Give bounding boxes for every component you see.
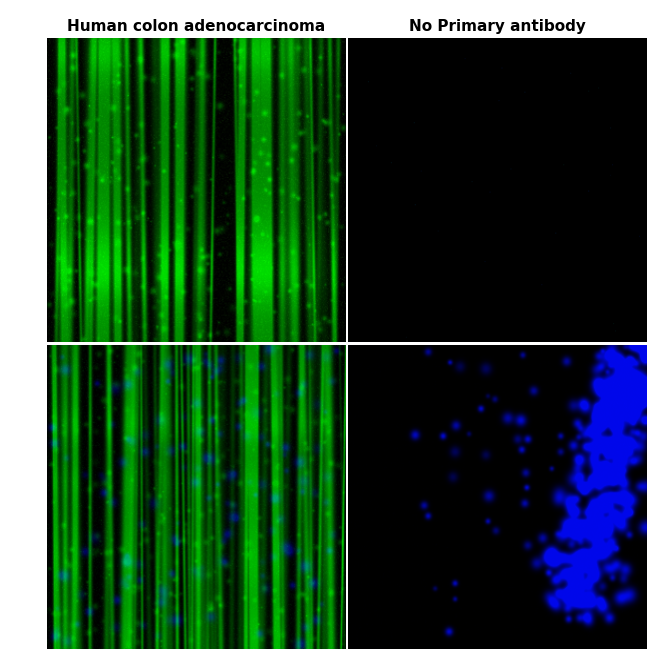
Text: Composite: Composite bbox=[16, 455, 30, 538]
Text: No Primary antibody: No Primary antibody bbox=[409, 19, 586, 34]
Text: Human colon adenocarcinoma: Human colon adenocarcinoma bbox=[67, 19, 325, 34]
Text: Desmin: Desmin bbox=[16, 161, 30, 219]
